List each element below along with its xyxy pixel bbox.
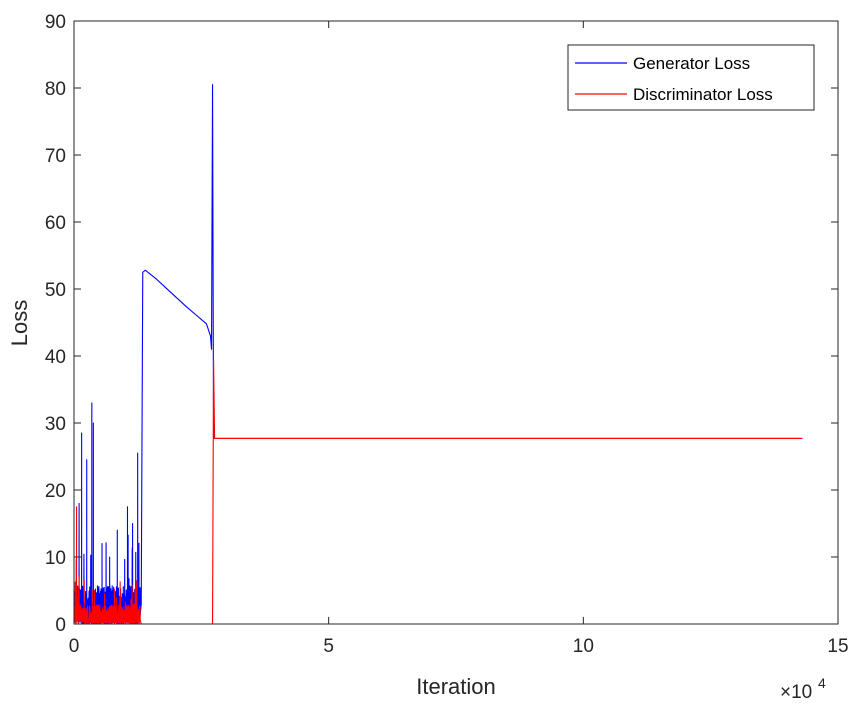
y-tick-label: 90 <box>45 12 66 33</box>
y-axis-label: Loss <box>7 300 32 346</box>
y-tick-label: 70 <box>45 146 66 167</box>
y-tick-label: 60 <box>45 213 66 234</box>
y-tick-label: 0 <box>55 615 66 636</box>
series-layer <box>73 84 803 625</box>
x-tick-label: 0 <box>69 636 80 657</box>
legend-label-generator: Generator Loss <box>633 54 750 73</box>
plot-area <box>74 21 838 624</box>
y-tick-label: 50 <box>45 280 66 301</box>
x-tick-label: 15 <box>827 636 848 657</box>
legend: Generator Loss Discriminator Loss <box>567 44 815 111</box>
series-discriminator-loss <box>73 358 803 625</box>
x-tick-label: 5 <box>323 636 334 657</box>
x-axis-label: Iteration <box>416 674 496 699</box>
x-tick-label: 10 <box>573 636 594 657</box>
legend-label-discriminator: Discriminator Loss <box>633 85 773 104</box>
axes-box <box>73 20 839 625</box>
y-tick-label: 80 <box>45 79 66 100</box>
x-multiplier-exponent: 4 <box>818 675 826 691</box>
x-multiplier: ×10 4 <box>780 675 826 703</box>
y-tick-label: 20 <box>45 481 66 502</box>
y-tick-label: 10 <box>45 548 66 569</box>
tick-layer: 0 10 20 30 40 50 60 70 80 90 0 5 10 15 <box>45 12 849 657</box>
y-tick-label: 40 <box>45 347 66 368</box>
legend-box <box>567 44 815 111</box>
x-multiplier-base: ×10 <box>780 682 812 703</box>
y-tick-label: 30 <box>45 414 66 435</box>
